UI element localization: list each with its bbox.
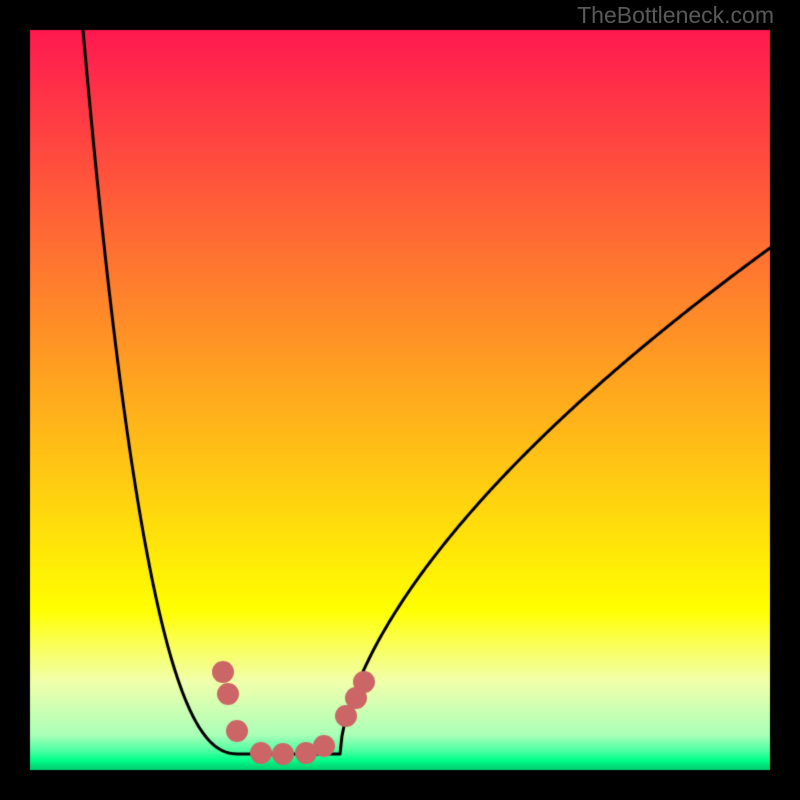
bottleneck-chart-canvas xyxy=(0,0,800,800)
watermark-text: TheBottleneck.com xyxy=(577,2,774,29)
